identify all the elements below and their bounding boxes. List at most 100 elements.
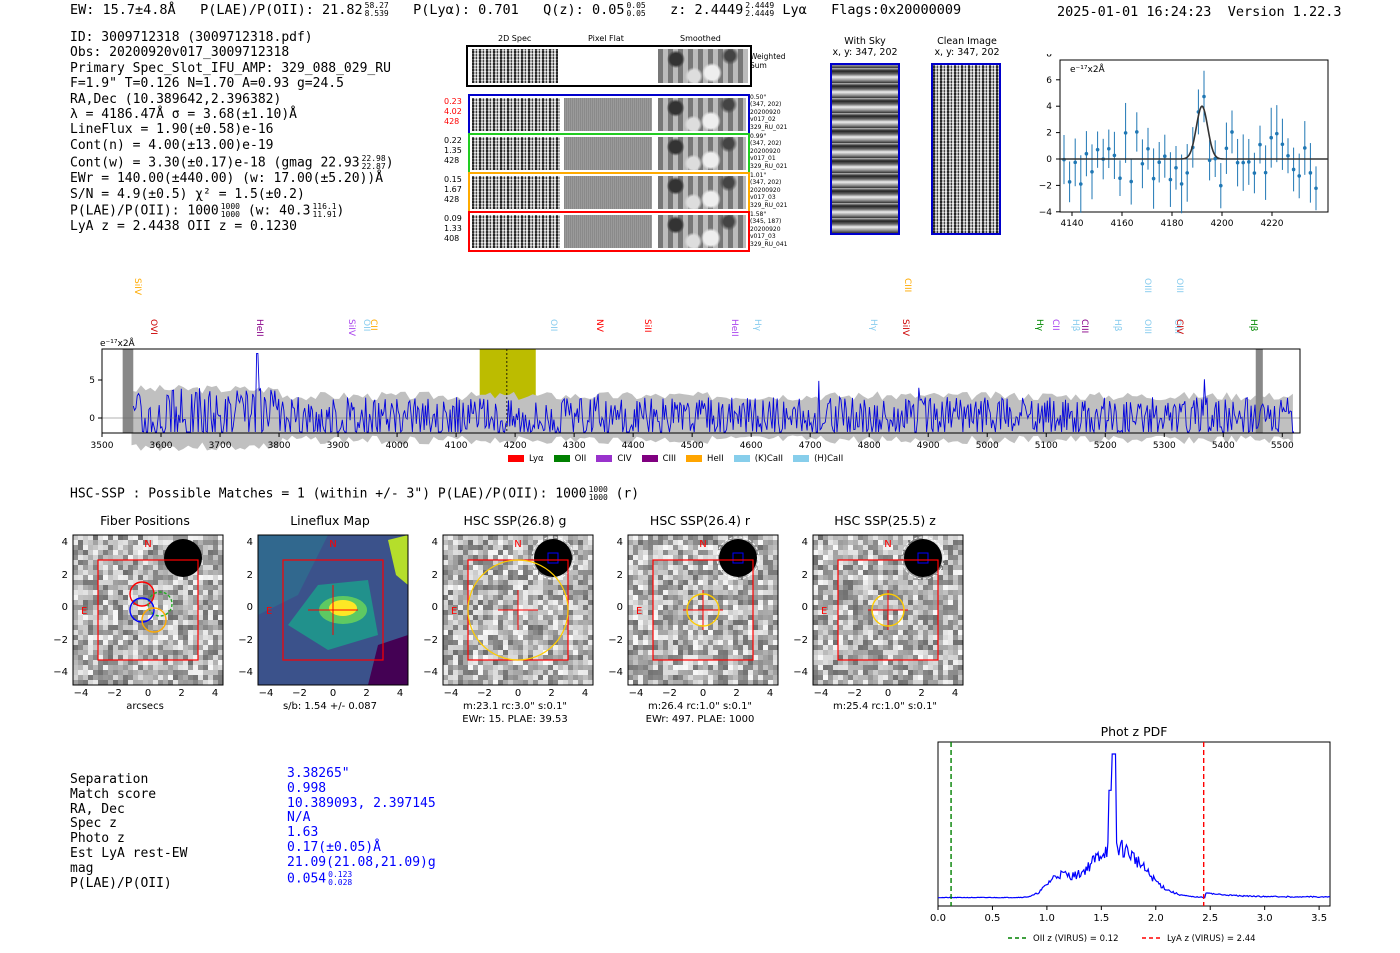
hsc-image-pixel	[863, 675, 868, 680]
hsc-image-pixel	[543, 605, 548, 610]
hsc-image-pixel	[198, 660, 203, 665]
hsc-image-pixel	[738, 610, 743, 615]
hsc-image-pixel	[748, 675, 753, 680]
hsc-image-pixel	[653, 595, 658, 600]
hsc-image-pixel	[953, 670, 958, 675]
hsc-image-pixel	[718, 570, 723, 575]
hsc-image-pixel	[128, 540, 133, 545]
hsc-image-pixel	[563, 680, 568, 685]
hsc-image-pixel	[153, 600, 158, 605]
hsc-image-pixel	[448, 595, 453, 600]
hsc-image-pixel	[938, 620, 943, 625]
hsc-image-pixel	[573, 605, 578, 610]
hsc-image-pixel	[518, 630, 523, 635]
hsc-image-pixel	[923, 675, 928, 680]
hsc-image-pixel	[843, 675, 848, 680]
hsc-image-pixel	[558, 605, 563, 610]
hsc-image-pixel	[168, 575, 173, 580]
hsc-image-pixel	[823, 555, 828, 560]
match-value-text: 0.054	[287, 871, 327, 887]
hsc-image-pixel	[178, 590, 183, 595]
hsc-image-pixel	[833, 680, 838, 685]
hsc-image-pixel	[138, 625, 143, 630]
fiber-row-meta-line: 329_RU_041	[750, 240, 788, 248]
hsc-image-pixel	[573, 655, 578, 660]
hsc-image-pixel	[203, 640, 208, 645]
hsc-image-pixel	[628, 595, 633, 600]
hsc-image-pixel	[918, 660, 923, 665]
hsc-image-pixel	[668, 635, 673, 640]
hsc-image-pixel	[578, 570, 583, 575]
hsc-ytick-label: 2	[431, 569, 438, 581]
match-value: 1.63	[287, 825, 436, 841]
hsc-image-pixel	[958, 585, 963, 590]
spectral-line-label: CIV	[1174, 319, 1184, 335]
hsc-image-pixel	[583, 660, 588, 665]
hsc-image-pixel	[148, 645, 153, 650]
hsc-image-pixel	[708, 640, 713, 645]
hsc-image-pixel	[633, 670, 638, 675]
hsc-image-pixel	[108, 615, 113, 620]
hsc-image-pixel	[523, 610, 528, 615]
hsc-image-pixel	[633, 635, 638, 640]
hsc-image-pixel	[83, 660, 88, 665]
hsc-image-pixel	[208, 650, 213, 655]
info-ewr: EWr = 140.00(±440.00) (w: 17.00(±5.20))Å	[70, 171, 384, 187]
hsc-image-pixel	[708, 630, 713, 635]
hsc-image-pixel	[773, 620, 778, 625]
fiber-row-meta: 0.99" (347, 202) 20200920 v017_01 329_RU_021	[750, 133, 787, 170]
hsc-image-pixel	[103, 625, 108, 630]
hsc-image-pixel	[543, 620, 548, 625]
hsc-image-pixel	[653, 660, 658, 665]
hsc-image-pixel	[518, 535, 523, 540]
hsc-image-pixel	[948, 635, 953, 640]
hsc-image-pixel	[718, 600, 723, 605]
hsc-image-pixel	[128, 660, 133, 665]
hsc-image-pixel	[568, 590, 573, 595]
spectrum-unit: e⁻¹⁷x2Å	[100, 337, 136, 349]
hsc-image-pixel	[723, 575, 728, 580]
hsc-image-pixel	[703, 615, 708, 620]
hsc-image-pixel	[748, 635, 753, 640]
hsc-image-pixel	[528, 615, 533, 620]
hsc-image-pixel	[668, 645, 673, 650]
hsc-image-pixel	[863, 615, 868, 620]
hsc-image-pixel	[713, 600, 718, 605]
hsc-image-pixel	[658, 590, 663, 595]
hsc-image-pixel	[688, 675, 693, 680]
hsc-image-pixel	[763, 635, 768, 640]
hsc-image-pixel	[533, 680, 538, 685]
hsc-image-pixel	[143, 550, 148, 555]
hsc-image-pixel	[213, 615, 218, 620]
hsc-image-pixel	[458, 550, 463, 555]
hsc-image-pixel	[188, 610, 193, 615]
hsc-image-pixel	[588, 565, 593, 570]
hsc-image-pixel	[583, 595, 588, 600]
hsc-ytick-label: 4	[616, 537, 623, 548]
hsc-image-pixel	[153, 660, 158, 665]
hsc-image-pixel	[643, 615, 648, 620]
hsc-image-pixel	[533, 605, 538, 610]
hsc-image-pixel	[128, 580, 133, 585]
hsc-image-pixel	[928, 635, 933, 640]
hsc-image-pixel	[488, 675, 493, 680]
hsc-image-pixel	[463, 575, 468, 580]
hsc-image-pixel	[448, 580, 453, 585]
hsc-image-pixel	[103, 555, 108, 560]
line-fit-xticks: 4140 4160 4180 4200 4220	[1061, 212, 1284, 229]
hsc-image-pixel	[638, 590, 643, 595]
hsc-image-pixel	[938, 645, 943, 650]
hsc-image-pixel	[493, 615, 498, 620]
hsc-image-pixel	[493, 670, 498, 675]
hsc-image-pixel	[643, 560, 648, 565]
hsc-image-pixel	[448, 665, 453, 670]
hsc-image-pixel	[203, 635, 208, 640]
hsc-image-pixel	[813, 655, 818, 660]
hsc-image-pixel	[578, 680, 583, 685]
hsc-image-pixel	[858, 570, 863, 575]
hsc-image-pixel	[713, 575, 718, 580]
hsc-image-pixel	[568, 650, 573, 655]
hsc-image-pixel	[628, 535, 633, 540]
hsc-image-pixel	[663, 555, 668, 560]
hsc-image-pixel	[848, 540, 853, 545]
